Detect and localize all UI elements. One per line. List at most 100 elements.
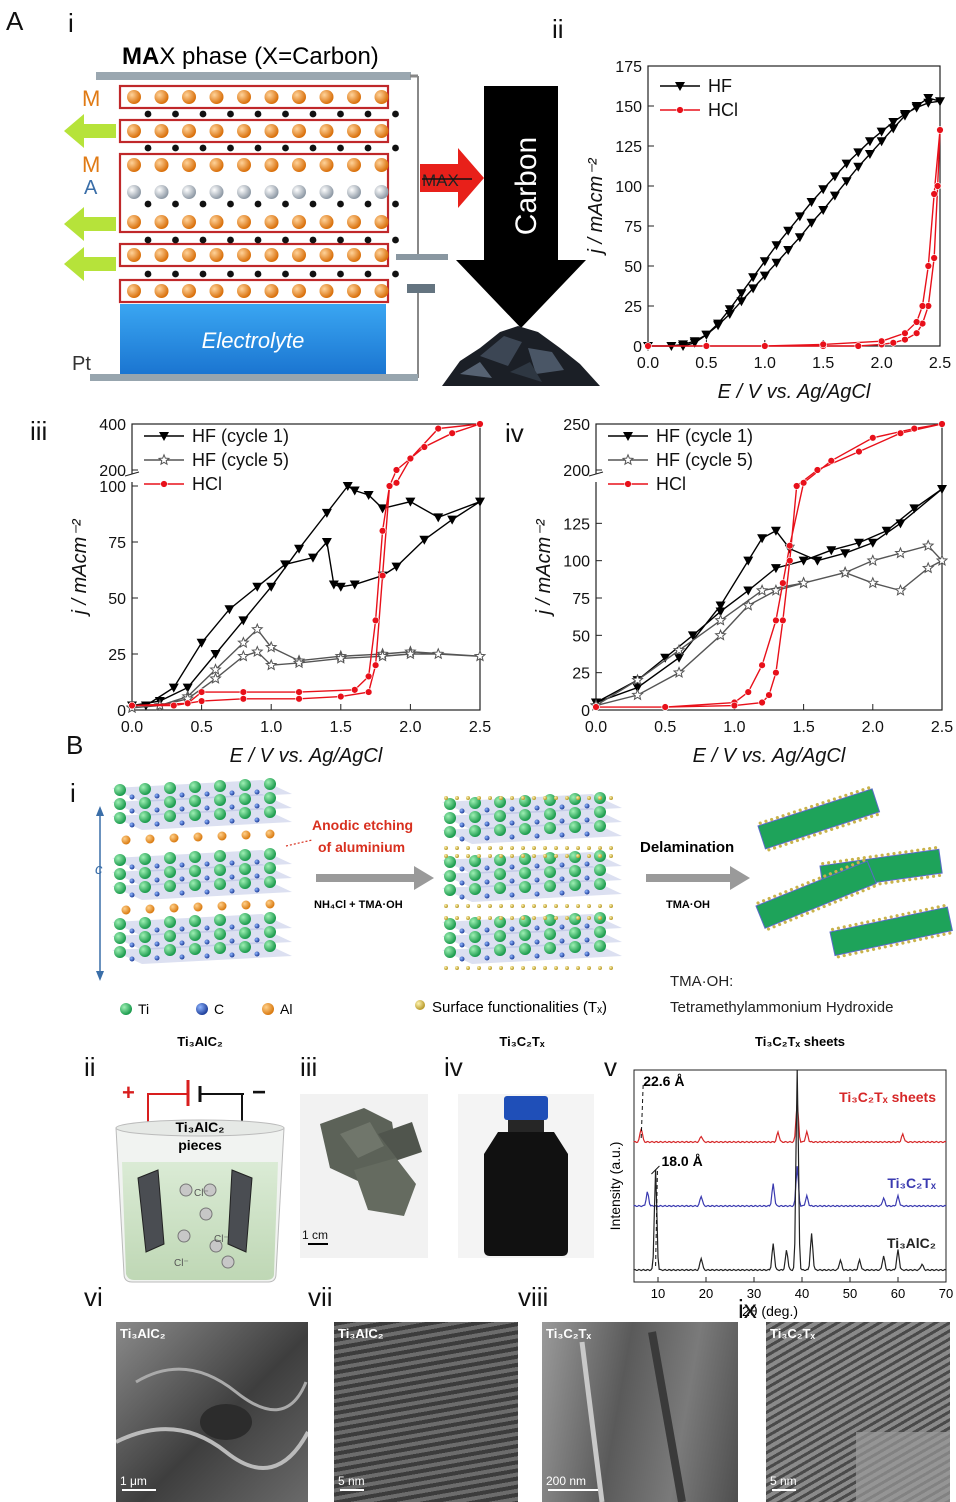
c-atom: [179, 862, 185, 868]
sheet-functional-group: [884, 881, 888, 885]
sheet-functional-group: [866, 948, 870, 953]
data-point: [794, 212, 805, 222]
data-point: [938, 420, 946, 428]
x-atom: [144, 236, 152, 244]
x-tick-label: 2.0: [870, 355, 892, 372]
c-atom: [559, 862, 565, 868]
svg-text:Ti: Ti: [138, 1001, 149, 1017]
surface-group: [565, 904, 569, 908]
ti-atom: [569, 807, 581, 819]
series-line: [595, 488, 943, 704]
ti-atom: [214, 864, 226, 876]
svg-text:Cl⁻: Cl⁻: [194, 1188, 209, 1199]
surface-group: [499, 846, 503, 850]
surface-group: [488, 966, 492, 970]
sheet-functional-group: [789, 918, 793, 922]
ti-atom: [569, 941, 581, 953]
sheet-functional-group: [861, 788, 865, 792]
a-atom: [374, 185, 389, 199]
m-atom: [127, 248, 141, 262]
data-point: [813, 466, 822, 474]
x-atom: [282, 236, 289, 244]
a-atom: [127, 185, 141, 199]
data-point: [854, 342, 862, 350]
ti-atom: [164, 944, 176, 956]
data-point: [714, 613, 727, 626]
c-atom: [484, 865, 490, 871]
sheet-functional-group: [758, 821, 762, 825]
sheet-functional-group: [848, 924, 852, 928]
series-0: [591, 484, 947, 708]
xrd-line: [633, 1102, 947, 1144]
c-atom: [129, 942, 135, 948]
c-atom: [229, 952, 235, 958]
ti-atom: [239, 779, 251, 791]
surface-group: [543, 796, 547, 800]
data-point: [674, 653, 685, 663]
data-point: [736, 297, 747, 307]
data-point: [404, 647, 417, 660]
m-atom: [292, 90, 306, 104]
x-atom: [172, 200, 179, 208]
top-plate: [96, 72, 411, 80]
surface-group: [554, 846, 558, 850]
x-atom: [364, 110, 372, 118]
series-line: [595, 544, 944, 707]
data-point: [899, 110, 910, 119]
x-atom: [282, 200, 289, 208]
ti-atom: [519, 867, 531, 879]
legend-marker: [676, 106, 684, 114]
m-atom: [374, 215, 389, 229]
ti3alc2-pieces-photo: 1 cm: [300, 1094, 428, 1258]
sublabel-B-vii: vii: [308, 1282, 333, 1312]
data-point: [473, 649, 487, 662]
ti-atom: [114, 918, 126, 930]
axis-break: [588, 471, 604, 477]
sheet-functional-group: [787, 812, 791, 816]
data-point: [918, 302, 927, 310]
ti-atom: [139, 881, 151, 893]
sheet-functional-group: [834, 869, 838, 874]
ti-atom: [444, 918, 456, 930]
data-point: [328, 580, 339, 590]
a-atom: [264, 185, 279, 199]
sheet-functional-group: [931, 874, 936, 878]
sheet-functional-group: [818, 831, 822, 835]
x-atom: [144, 200, 152, 208]
surface-group: [521, 916, 525, 920]
al-atom: [265, 829, 275, 839]
surface-group: [543, 846, 547, 850]
data-point: [392, 479, 401, 487]
c-atom: [254, 887, 260, 893]
ti-atom: [114, 854, 126, 866]
data-point: [349, 486, 360, 496]
sheet-functional-group: [937, 873, 942, 878]
sheet-functional-group: [936, 905, 940, 909]
plot-frame: [131, 423, 481, 711]
sheet-functional-group: [860, 950, 864, 954]
ti-atom: [569, 821, 581, 833]
x-atom: [254, 200, 262, 208]
tem-label: Ti₃AlC₂: [338, 1326, 384, 1341]
sheet-functional-group: [806, 881, 810, 885]
layer-stack: [118, 84, 399, 304]
sheet-functional-group: [839, 867, 844, 871]
data-point: [237, 636, 250, 649]
x-atom: [392, 200, 399, 208]
c-atom: [459, 894, 465, 900]
c-atom: [459, 836, 465, 842]
m-atom: [374, 158, 389, 172]
surface-group: [565, 796, 569, 800]
sheet-functional-group: [875, 812, 879, 817]
sheet-functional-group: [933, 846, 938, 850]
sheet-functional-group: [794, 916, 798, 920]
m-atom: [182, 248, 196, 262]
sheet-functional-group: [836, 926, 840, 930]
data-point: [797, 576, 810, 589]
sheet-functional-group: [804, 806, 808, 810]
c-atom: [584, 937, 590, 943]
ti-atom: [469, 855, 481, 867]
x-tick-label: 0.5: [190, 719, 212, 736]
sheet-functional-group: [930, 906, 934, 910]
sheet-functional-group: [930, 935, 934, 939]
